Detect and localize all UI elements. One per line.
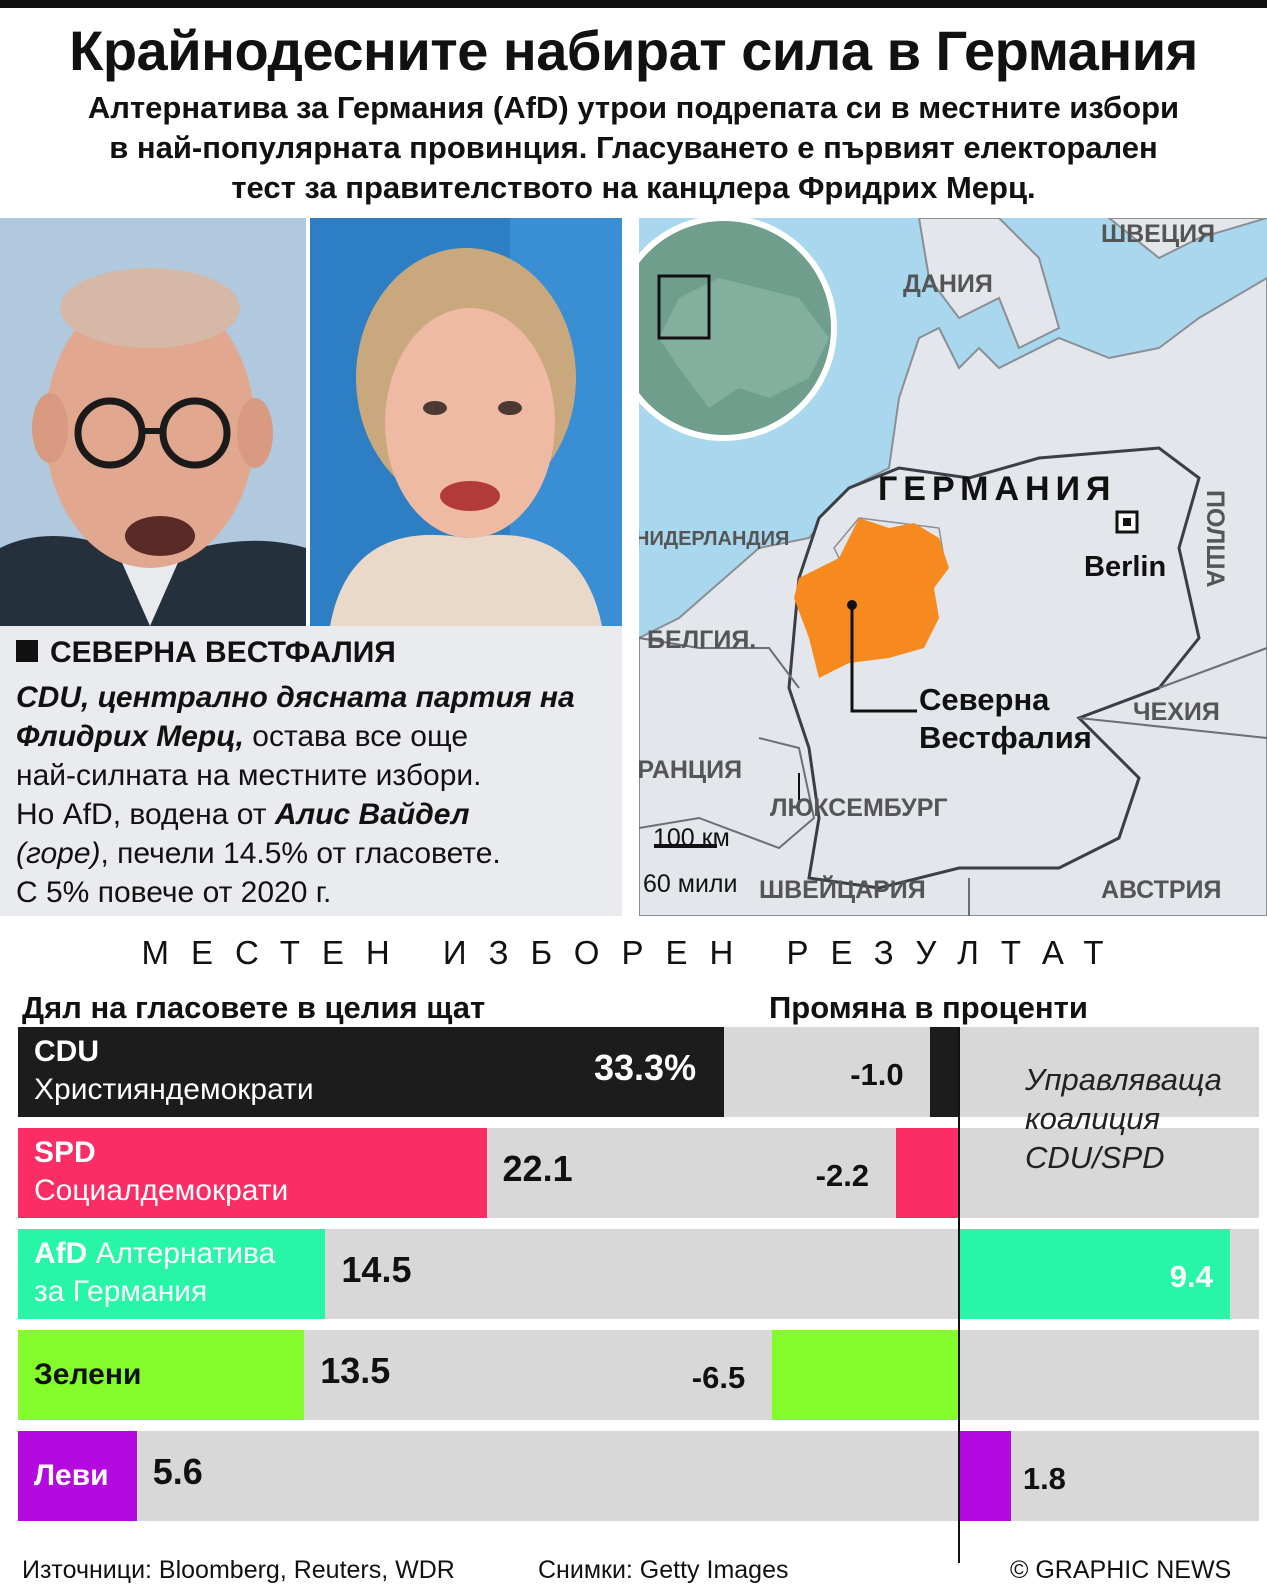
change-row-bg	[959, 1128, 1259, 1218]
label-poland: ПОЛША	[1201, 490, 1229, 588]
share-value: 14.5	[341, 1249, 412, 1290]
party-abbr: AfD	[34, 1237, 88, 1270]
map-graphic	[639, 218, 1267, 916]
change-value: -1.0	[850, 1057, 904, 1092]
change-row-bg	[959, 1027, 1259, 1117]
coalition-note: Управляваща коалиция CDU/SPD	[1025, 1060, 1222, 1177]
region-description: CDU, централно дясната партия на Флидрих…	[16, 678, 656, 912]
label-germany: ГЕРМАНИЯ	[878, 470, 1117, 508]
square-bullet-icon	[16, 640, 38, 662]
share-value: 5.6	[152, 1451, 203, 1492]
subtitle-line: в най-популярната провинция. Гласуването…	[109, 130, 1158, 165]
share-bar	[18, 1128, 487, 1218]
info-line: С 5% повече от 2020 г.	[16, 876, 332, 909]
change-value: -2.2	[815, 1158, 870, 1193]
change-value: 1.8	[1022, 1461, 1066, 1496]
share-bar	[18, 1229, 326, 1319]
footer-credit: © GRAPHIC NEWS	[1010, 1556, 1232, 1584]
party-abbr: CDU	[34, 1035, 99, 1068]
share-bar	[18, 1431, 137, 1521]
label-denmark: ДАНИЯ	[903, 270, 993, 298]
change-value: -6.5	[691, 1360, 746, 1395]
share-row-bg	[18, 1431, 959, 1521]
label-nrw-line2: Вестфалия	[919, 720, 1092, 755]
scale-km: 100 км	[653, 824, 730, 852]
party-full: Зелени	[34, 1358, 142, 1391]
subtitle-line: тест за правителството на канцлера Фридр…	[231, 170, 1036, 205]
label-belgium: БЕЛГИЯ.	[647, 626, 757, 654]
footer-photos: Снимки: Getty Images	[538, 1556, 789, 1584]
party-name: Леви	[34, 1457, 109, 1495]
party-abbr: SPD	[34, 1136, 96, 1169]
info-line: CDU, централно дясната партия на	[16, 681, 575, 714]
subtitle-line: Алтернатива за Германия (AfD) утрои подр…	[87, 90, 1180, 125]
page-title: Крайнодесните набират сила в Германия	[69, 19, 1198, 82]
party-full: Социалдемократи	[34, 1174, 289, 1207]
party-full: Леви	[34, 1459, 109, 1492]
party-full: за Германия	[34, 1275, 208, 1308]
party-name: Зелени	[34, 1356, 141, 1394]
label-berlin: Berlin	[1084, 551, 1167, 583]
share-bar	[18, 1027, 724, 1117]
party-name: AfD Алтернатива за Германия	[34, 1235, 275, 1311]
scale-miles: 60 мили	[643, 870, 738, 898]
change-bar	[895, 1128, 959, 1218]
label-netherlands: НИДЕРЛАНДИЯ	[639, 528, 790, 550]
change-value: 9.4	[1169, 1259, 1213, 1294]
share-bar	[18, 1330, 305, 1420]
top-rule	[0, 0, 1267, 8]
zero-line	[958, 1027, 960, 1563]
germany-map: ШВЕЦИЯ ДАНИЯ ГЕРМАНИЯ НИДЕРЛАНДИЯ Berlin…	[639, 218, 1267, 916]
party-full: Християндемократи	[34, 1073, 314, 1106]
share-header: Дял на гласовете в целия щат	[22, 990, 486, 1025]
info-line: най-силната на местните избори.	[16, 759, 482, 792]
photo-weidel	[310, 218, 622, 626]
label-switzerland: ШВЕЙЦАРИЯ	[759, 876, 926, 904]
party-name: SPD Социалдемократи	[34, 1134, 288, 1210]
info-line: Алис Вайдел	[274, 798, 470, 831]
info-line: (горе)	[16, 837, 101, 870]
region-heading: СЕВЕРНА ВЕСТФАЛИЯ	[16, 636, 396, 670]
label-sweden: ШВЕЦИЯ	[1101, 220, 1216, 248]
label-luxembourg: ЛЮКСЕМБУРГ	[770, 794, 948, 822]
change-bar	[771, 1330, 959, 1420]
coalition-line: коалиция	[1025, 1101, 1161, 1136]
label-czechia: ЧЕХИЯ	[1133, 698, 1220, 726]
share-value: 22.1	[502, 1148, 573, 1189]
photo-merz	[0, 218, 306, 626]
party-name: CDU Християндемократи	[34, 1033, 314, 1109]
coalition-line: CDU/SPD	[1025, 1140, 1165, 1175]
change-header: Промяна в проценти	[769, 990, 1088, 1025]
info-line: , печели 14.5% от гласовете.	[100, 837, 501, 870]
label-france: ФРАНЦИЯ	[639, 756, 743, 784]
change-bar	[959, 1431, 1011, 1521]
share-value: 33.3%	[594, 1047, 697, 1088]
label-austria: АВСТРИЯ	[1101, 876, 1222, 904]
footer-sources: Източници: Bloomberg, Reuters, WDR	[22, 1556, 455, 1584]
change-bar	[959, 1229, 1230, 1319]
change-bar	[930, 1027, 959, 1117]
label-nrw-line1: Северна	[919, 682, 1050, 717]
coalition-line: Управляваща	[1025, 1062, 1222, 1097]
party-full: Алтернатива	[87, 1237, 276, 1270]
nrw-region	[794, 518, 949, 678]
info-line: Флидрих Мерц,	[16, 720, 244, 753]
info-line: Но AfD, водена от	[16, 798, 275, 831]
results-title: МЕСТЕН ИЗБОРЕН РЕЗУЛТАТ	[141, 934, 1126, 971]
change-row-bg	[959, 1330, 1259, 1420]
share-value: 13.5	[320, 1350, 391, 1391]
info-line: остава все още	[243, 720, 469, 753]
page-subtitle: Алтернатива за Германия (AfD) утрои подр…	[0, 88, 1267, 208]
region-info-panel: СЕВЕРНА ВЕСТФАЛИЯ CDU, централно дясната…	[0, 626, 622, 916]
